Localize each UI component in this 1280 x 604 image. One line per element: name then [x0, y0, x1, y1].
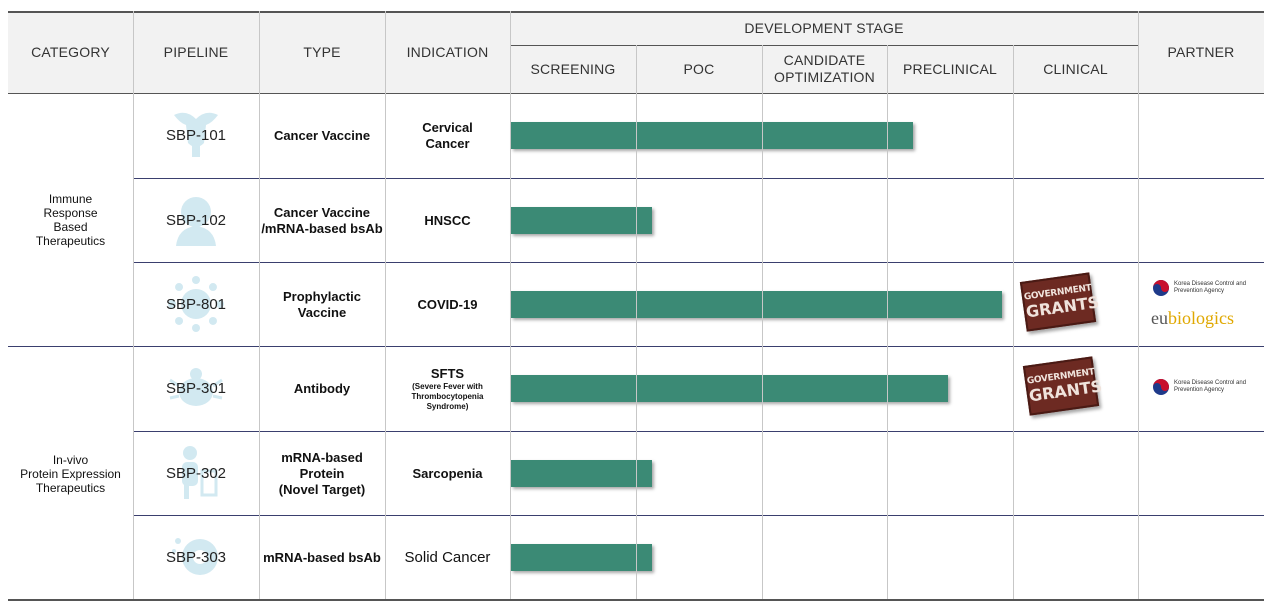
korea-emblem-icon [1152, 378, 1170, 396]
column-divider [762, 45, 763, 599]
row-divider [133, 515, 1264, 516]
column-divider [259, 11, 260, 599]
head-neck-icon-graphic [176, 197, 216, 246]
progress-bar [511, 459, 652, 487]
tick-icon [166, 358, 226, 418]
row-divider [133, 431, 1264, 432]
header-indication: INDICATION [406, 43, 489, 60]
uterus-icon-graphic [174, 112, 218, 157]
stage-subheader-divider [510, 45, 1138, 46]
pipeline-name[interactable]: SBP-801 [165, 296, 227, 313]
progress-bar [511, 543, 652, 571]
virus-icon-graphic [168, 276, 224, 332]
kdca-name: Korea Disease Control and Prevention Agen… [1174, 281, 1247, 294]
indication-name: Solid Cancer [404, 548, 491, 566]
cell-icon-graphic [172, 538, 218, 575]
progress-bar [511, 121, 913, 149]
indication: SFTS (Severe Fever with Thrombocytopenia Sy… [385, 346, 510, 431]
indication: Solid Cancer [385, 515, 510, 600]
indication: COVID-19 [385, 262, 510, 347]
progress-bar [511, 206, 652, 234]
column-divider [1138, 11, 1139, 599]
indication: Cervical Cancer [385, 93, 510, 178]
tick-icon-graphic [169, 368, 223, 406]
header-category: CATEGORY [31, 43, 110, 60]
pipeline-name[interactable]: SBP-301 [165, 380, 227, 397]
pipeline-type: Cancer Vaccine/mRNA-based bsAb [261, 204, 383, 236]
cell-icon [166, 527, 226, 587]
pipeline-type: Cancer Vaccine [273, 127, 371, 143]
elderly-walker-icon-graphic [182, 446, 218, 499]
header-development-stage: DEVELOPMENT STAGE [744, 19, 904, 36]
progress-bar [511, 374, 949, 402]
indication-note: (Severe Fever with Thrombocytopenia Syndro… [411, 381, 484, 411]
eubiologics-logo: eubiologics [1151, 308, 1234, 329]
indication-name: Cervical Cancer [422, 119, 473, 151]
header-stage-5: CLINICAL [1043, 60, 1108, 77]
category-label-2: In-vivo Protein Expression Therapeutics [20, 452, 121, 495]
bottom-border [8, 599, 1264, 601]
header-type: TYPE [303, 43, 341, 60]
pipeline-type: mRNA-based bsAb [263, 549, 381, 565]
column-divider [887, 45, 888, 599]
pipeline-name[interactable]: SBP-102 [165, 212, 227, 229]
uterus-icon [166, 105, 226, 165]
progress-bar [511, 290, 1003, 318]
eubiologics-name: biologics [1168, 308, 1234, 328]
header-stage-2: POC [683, 60, 715, 77]
elderly-walker-icon [166, 443, 226, 503]
header-stage-3: CANDIDATE OPTIMIZATION [774, 52, 875, 85]
category-label-1: Immune Response Based Therapeutics [35, 191, 106, 248]
header-stage-4: PRECLINICAL [902, 60, 997, 77]
pipeline-table: CATEGORY PIPELINE TYPE INDICATION DEVELO… [8, 11, 1264, 601]
korea-emblem-icon [1152, 279, 1170, 297]
column-divider [1013, 45, 1014, 599]
pipeline-type: Antibody [293, 380, 351, 396]
row-divider [133, 178, 1264, 179]
top-border [8, 11, 1264, 13]
pipeline-type: mRNA-based Protein (Novel Target) [278, 449, 366, 497]
government-grants-stamp: GOVERNMENT GRANTS [1019, 272, 1100, 332]
kdca-logo: Korea Disease Control and Prevention Agen… [1152, 279, 1254, 297]
indication-name: HNSCC [424, 212, 471, 228]
virus-icon [166, 274, 226, 334]
row-divider [133, 262, 1264, 263]
column-divider [133, 11, 134, 599]
header-stage-1: SCREENING [530, 60, 616, 77]
column-divider [636, 45, 637, 599]
kdca-name: Korea Disease Control and Prevention Agen… [1174, 380, 1247, 393]
indication-name: COVID-19 [417, 296, 478, 312]
column-divider [385, 11, 386, 599]
pipeline-name[interactable]: SBP-303 [165, 549, 227, 566]
indication: Sarcopenia [385, 431, 510, 516]
pipeline-name[interactable]: SBP-101 [165, 127, 227, 144]
pipeline-type: Prophylactic Vaccine [282, 288, 362, 320]
pipeline-name[interactable]: SBP-302 [165, 465, 227, 482]
header-partner: PARTNER [1167, 43, 1235, 60]
indication-name: SFTS [430, 365, 465, 381]
indication-name: Sarcopenia [412, 465, 483, 481]
government-grants-stamp: GOVERNMENT GRANTS [1022, 356, 1103, 416]
column-divider [510, 11, 511, 599]
kdca-logo: Korea Disease Control and Prevention Agen… [1152, 378, 1254, 396]
eubiologics-prefix: eu [1151, 308, 1168, 328]
indication: HNSCC [385, 178, 510, 263]
head-neck-icon [166, 190, 226, 250]
header-pipeline: PIPELINE [163, 43, 229, 60]
